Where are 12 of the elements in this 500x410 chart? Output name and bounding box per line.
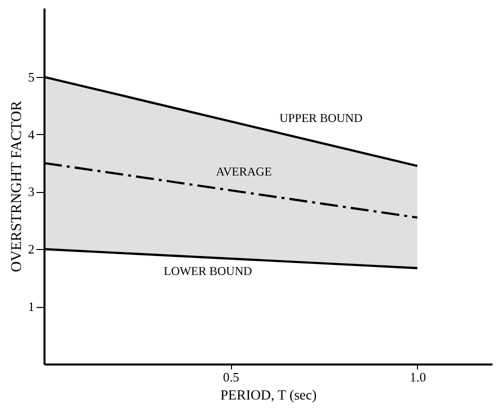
annotation: LOWER BOUND — [164, 264, 252, 278]
y-tick-label: 4 — [28, 126, 35, 142]
y-tick-label: 5 — [28, 69, 34, 84]
x-axis-title: PERIOD, T (sec) — [220, 388, 317, 404]
annotation: UPPER BOUND — [279, 111, 363, 126]
x-tick-label: 0.5 — [223, 370, 240, 384]
y-axis-title: OVERSTRNGHT FACTOR — [9, 100, 25, 272]
x-tick-label: 1.0 — [410, 370, 426, 384]
y-tick-label: 1 — [28, 299, 34, 314]
y-tick-label: 2 — [28, 242, 34, 257]
y-tick-label: 3 — [28, 184, 34, 200]
annotation: AVERAGE — [216, 164, 272, 179]
